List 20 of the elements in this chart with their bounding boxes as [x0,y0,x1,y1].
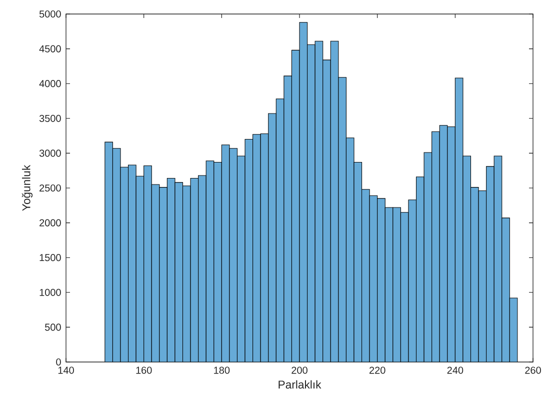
y-tick-label: 1500 [40,254,61,262]
x-tick-label: 220 [370,366,386,374]
x-tick-label: 240 [447,366,464,374]
y-tick-label: 2500 [40,184,61,192]
y-tick-label: 500 [45,324,61,331]
y-tick-label: 4000 [39,80,61,88]
y-tick-label: 2000 [40,219,61,226]
y-tick-label: 1000 [40,288,61,296]
y-tick-label: 0 [56,358,61,366]
y-tick-label: 5000 [39,10,61,18]
x-tick-label: 200 [292,366,308,374]
x-tick-label: 140 [58,366,74,374]
x-axis-title: Parlaklık [278,380,322,389]
y-tick-label: 3500 [39,114,61,122]
y-tick-label: 3000 [39,150,61,157]
x-tick-label: 160 [136,366,152,374]
y-tick-label: 4500 [39,45,61,52]
y-axis-title: Yoğunluk [22,164,33,211]
x-tick-label: 180 [214,366,230,374]
x-tick-label: 260 [525,366,541,374]
